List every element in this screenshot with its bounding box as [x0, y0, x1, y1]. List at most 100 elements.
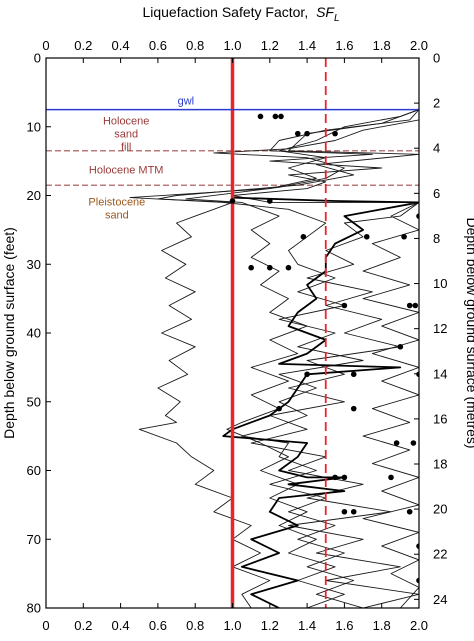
- data-point: [410, 440, 417, 446]
- data-point: [341, 302, 348, 309]
- y-tick-label-feet: 50: [27, 394, 41, 409]
- layer-label-1: fill: [121, 142, 131, 154]
- data-point: [257, 113, 264, 120]
- data-point: [332, 130, 338, 137]
- profile-line-3: [129, 109, 419, 608]
- y-tick-label-metres: 16: [433, 411, 447, 426]
- data-point: [393, 440, 400, 446]
- data-point: [304, 130, 310, 137]
- data-point: [272, 113, 279, 120]
- profile-line-5: [362, 201, 419, 608]
- y-tick-label-metres: 12: [433, 321, 447, 336]
- top-axis-title-symbol: SF: [316, 4, 335, 20]
- x-tick-label-bottom: 0: [42, 618, 49, 633]
- x-tick-label-top: 1.2: [261, 38, 279, 53]
- data-point: [248, 264, 254, 271]
- x-tick-label-bottom: 1.0: [223, 618, 241, 633]
- data-point: [300, 233, 307, 240]
- y-tick-label-metres: 6: [433, 186, 440, 201]
- data-point: [229, 198, 236, 204]
- right-axis-title: Depth below ground surface (metres): [464, 217, 474, 448]
- data-point: [412, 302, 419, 309]
- x-tick-label-bottom: 1.4: [298, 618, 316, 633]
- layer-label-1: Holocene: [103, 116, 149, 128]
- y-tick-label-metres: 4: [433, 141, 440, 156]
- data-point: [388, 474, 394, 481]
- data-point: [267, 264, 273, 271]
- data-point: [341, 474, 348, 481]
- data-point: [350, 371, 357, 378]
- data-point: [401, 233, 407, 240]
- data-point: [416, 213, 419, 219]
- x-tick-label-top: 2.0: [410, 38, 428, 53]
- x-tick-label-top: 0.8: [186, 38, 204, 53]
- y-tick-label-metres: 22: [433, 547, 447, 562]
- y-tick-label-metres: 14: [433, 366, 447, 381]
- layer-label-3: sand: [105, 209, 129, 221]
- top-axis-title: Liquefaction Safety Factor, SFL: [142, 4, 339, 24]
- x-tick-label-bottom: 0.6: [149, 618, 167, 633]
- y-tick-label-feet: 0: [34, 51, 41, 66]
- data-point: [363, 233, 370, 240]
- profile-line-4: [185, 119, 419, 608]
- top-axis-title-subscript: L: [334, 13, 340, 24]
- y-tick-label-metres: 18: [433, 457, 447, 472]
- profile-line-2: [138, 109, 419, 608]
- top-axis-title-text: Liquefaction Safety Factor,: [142, 4, 308, 20]
- profile-line-bold-1: [222, 196, 419, 608]
- data-point: [350, 405, 357, 412]
- x-tick-label-bottom: 0.2: [74, 618, 92, 633]
- x-tick-label-top: 1.4: [298, 38, 316, 53]
- x-tick-label-top: 1.6: [335, 38, 353, 53]
- data-point: [341, 508, 348, 515]
- data-point: [276, 405, 282, 412]
- left-axis-title: Depth below ground surface (feet): [1, 227, 17, 439]
- x-tick-label-bottom: 2.0: [410, 618, 428, 633]
- x-tick-label-top: 0: [42, 38, 49, 53]
- y-tick-label-metres: 0: [433, 51, 440, 66]
- x-tick-label-top: 0.2: [74, 38, 92, 53]
- y-tick-label-metres: 24: [433, 592, 447, 607]
- x-tick-label-top: 1.8: [373, 38, 391, 53]
- y-tick-label-metres: 10: [433, 276, 447, 291]
- data-point: [278, 113, 284, 120]
- x-tick-label-bottom: 0.4: [112, 618, 130, 633]
- y-tick-label-feet: 30: [27, 257, 41, 272]
- y-tick-label-feet: 60: [27, 463, 41, 478]
- data-point: [397, 343, 404, 350]
- y-tick-label-feet: 10: [27, 119, 41, 134]
- data-point: [416, 543, 419, 549]
- x-tick-label-bottom: 1.8: [373, 618, 391, 633]
- data-point: [285, 264, 292, 271]
- data-point: [304, 371, 310, 378]
- layer-label-1: sand: [114, 129, 138, 141]
- data-point: [416, 577, 419, 584]
- x-tick-label-bottom: 1.2: [261, 618, 279, 633]
- y-tick-label-metres: 2: [433, 96, 440, 111]
- data-point: [294, 130, 301, 137]
- axes: 000.20.20.40.40.60.60.80.81.01.01.21.21.…: [27, 38, 448, 633]
- y-tick-label-metres: 20: [433, 502, 447, 517]
- x-tick-label-top: 0.6: [149, 38, 167, 53]
- gwl-label: gwl: [178, 96, 195, 108]
- x-tick-label-top: 1.0: [223, 38, 241, 53]
- data-point: [350, 508, 357, 515]
- plot-inner: [46, 58, 419, 608]
- layer-label-2: Holocene MTM: [89, 164, 164, 176]
- y-tick-label-feet: 20: [27, 188, 41, 203]
- data-point: [406, 302, 413, 309]
- x-tick-label-bottom: 1.6: [335, 618, 353, 633]
- data-point: [332, 474, 338, 481]
- profile-line-1: [232, 58, 419, 608]
- y-tick-label-feet: 40: [27, 326, 41, 341]
- x-tick-label-bottom: 0.8: [186, 618, 204, 633]
- data-point: [267, 198, 273, 204]
- x-tick-label-top: 0.4: [112, 38, 130, 53]
- layer-label-3: Pleistocene: [88, 196, 145, 208]
- y-tick-label-metres: 8: [433, 231, 440, 246]
- data-point: [406, 508, 413, 515]
- y-tick-label-feet: 80: [27, 601, 41, 616]
- y-tick-label-feet: 70: [27, 532, 41, 547]
